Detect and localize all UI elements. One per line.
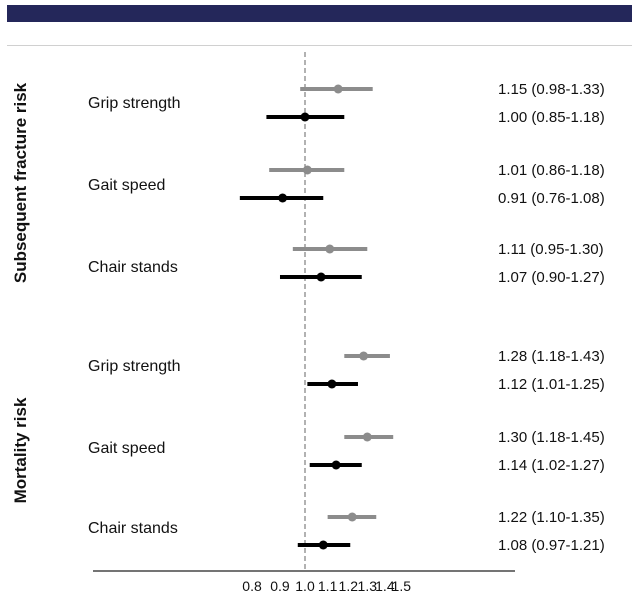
estimate-point [316, 272, 326, 282]
x-tick-label: 1.5 [392, 578, 412, 594]
estimate-point [300, 112, 310, 122]
estimate-text: 1.11 (0.95-1.30) [498, 241, 604, 258]
row-label: Chair stands [88, 259, 178, 276]
row-label: Grip strength [88, 95, 180, 112]
header-rule [7, 45, 632, 46]
estimate-text: 1.08 (0.97-1.21) [498, 537, 605, 554]
x-tick-label: 1.3 [358, 578, 378, 594]
estimate-point [362, 432, 372, 442]
estimate-text: 1.14 (1.02-1.27) [498, 457, 605, 474]
estimate-text: 1.22 (1.10-1.35) [498, 509, 605, 526]
estimate-point [327, 379, 337, 389]
estimate-point [359, 351, 369, 361]
estimate-point [331, 460, 341, 470]
estimate-point [278, 193, 288, 203]
group-label: Mortality risk [11, 397, 30, 503]
estimate-point [318, 540, 328, 550]
x-tick-label: 0.9 [270, 578, 290, 594]
x-tick-label: 1.1 [318, 578, 338, 594]
row-label: Chair stands [88, 520, 178, 537]
estimate-text: 1.12 (1.01-1.25) [498, 376, 605, 393]
row-label: Gait speed [88, 440, 165, 457]
x-tick-label: 1.4 [375, 578, 395, 594]
estimate-text: 1.07 (0.90-1.27) [498, 269, 605, 286]
estimate-point [302, 165, 312, 175]
estimate-text: 1.00 (0.85-1.18) [498, 109, 605, 126]
x-tick-label: 0.8 [242, 578, 262, 594]
estimate-text: 1.01 (0.86-1.18) [498, 162, 605, 179]
group-label: Subsequent fracture risk [11, 82, 30, 283]
estimate-text: 1.30 (1.18-1.45) [498, 429, 605, 446]
x-tick-label: 1.2 [339, 578, 359, 594]
row-label: Grip strength [88, 358, 180, 375]
row-label: Gait speed [88, 177, 165, 194]
estimate-point [325, 244, 335, 254]
x-tick-label: 1.0 [295, 578, 315, 594]
header-bar [7, 5, 632, 22]
estimate-point [333, 84, 343, 94]
estimate-text: 1.28 (1.18-1.43) [498, 348, 605, 365]
estimate-point [347, 512, 357, 522]
estimate-text: 0.91 (0.76-1.08) [498, 190, 605, 207]
estimate-text: 1.15 (0.98-1.33) [498, 81, 605, 98]
